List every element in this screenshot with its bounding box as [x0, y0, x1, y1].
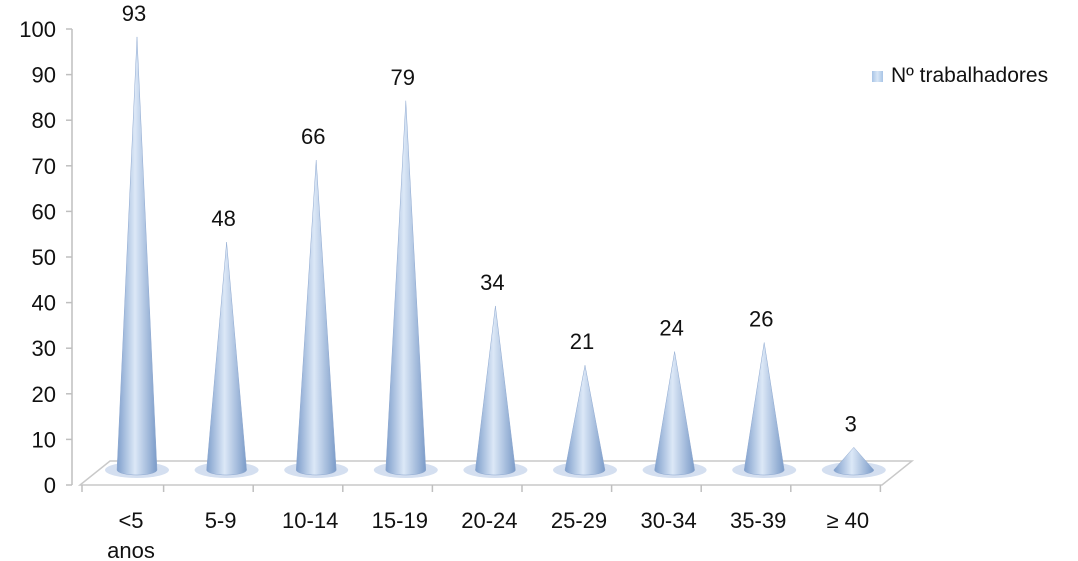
data-label: 66 — [301, 124, 325, 149]
cone-bar — [295, 160, 337, 476]
x-tick-label: 25-29 — [551, 508, 607, 533]
data-label: 48 — [211, 206, 235, 231]
cone-bar — [475, 305, 516, 476]
cone-bar — [833, 446, 875, 476]
y-tick-label: 70 — [32, 154, 56, 179]
cones — [105, 36, 886, 478]
y-tick-label: 20 — [32, 382, 56, 407]
data-label: 3 — [845, 411, 857, 436]
cone-bar — [385, 100, 427, 476]
cone-bar — [206, 242, 247, 476]
x-tick-label: 15-19 — [372, 508, 428, 533]
cone-bar — [743, 342, 785, 476]
y-tick-label: 50 — [32, 245, 56, 270]
legend-swatch — [872, 70, 883, 82]
data-label: 24 — [659, 316, 683, 341]
axes: 0 10 20 30 40 50 60 70 80 90 100 — [19, 17, 73, 498]
data-label: 26 — [749, 306, 773, 331]
data-label: 34 — [480, 270, 504, 295]
data-label: 79 — [391, 65, 415, 90]
y-tick-label: 60 — [32, 199, 56, 224]
y-tick-label: 80 — [32, 108, 56, 133]
y-tick-label: 40 — [32, 291, 56, 316]
x-tick-label: 10-14 — [282, 508, 338, 533]
x-tick-label: 20-24 — [461, 508, 517, 533]
legend: Nº trabalhadores — [872, 64, 1048, 88]
data-labels: 93 <5 anos 48 5-9 66 10-14 79 15-19 34 20-24 21 25-2… — [107, 1, 869, 561]
x-tick-label: <5 — [118, 508, 143, 533]
y-tick-label: 0 — [44, 473, 56, 498]
x-tick-label: anos — [107, 538, 155, 561]
x-tick-label: ≥ 40 — [826, 508, 869, 533]
y-tick-label: 100 — [19, 17, 56, 42]
data-label: 93 — [122, 1, 146, 26]
data-label: 21 — [570, 329, 594, 354]
y-tick-label: 10 — [32, 427, 56, 452]
legend-label: Nº trabalhadores — [891, 64, 1049, 87]
y-tick-label: 90 — [32, 63, 56, 88]
x-tick-label: 35-39 — [730, 508, 786, 533]
cone-bar — [654, 351, 695, 476]
y-tick-label: 30 — [32, 336, 56, 361]
x-tick-label: 30-34 — [640, 508, 696, 533]
cone-bar — [564, 365, 606, 476]
cone-bar — [116, 36, 158, 476]
x-tick-label: 5-9 — [205, 508, 237, 533]
